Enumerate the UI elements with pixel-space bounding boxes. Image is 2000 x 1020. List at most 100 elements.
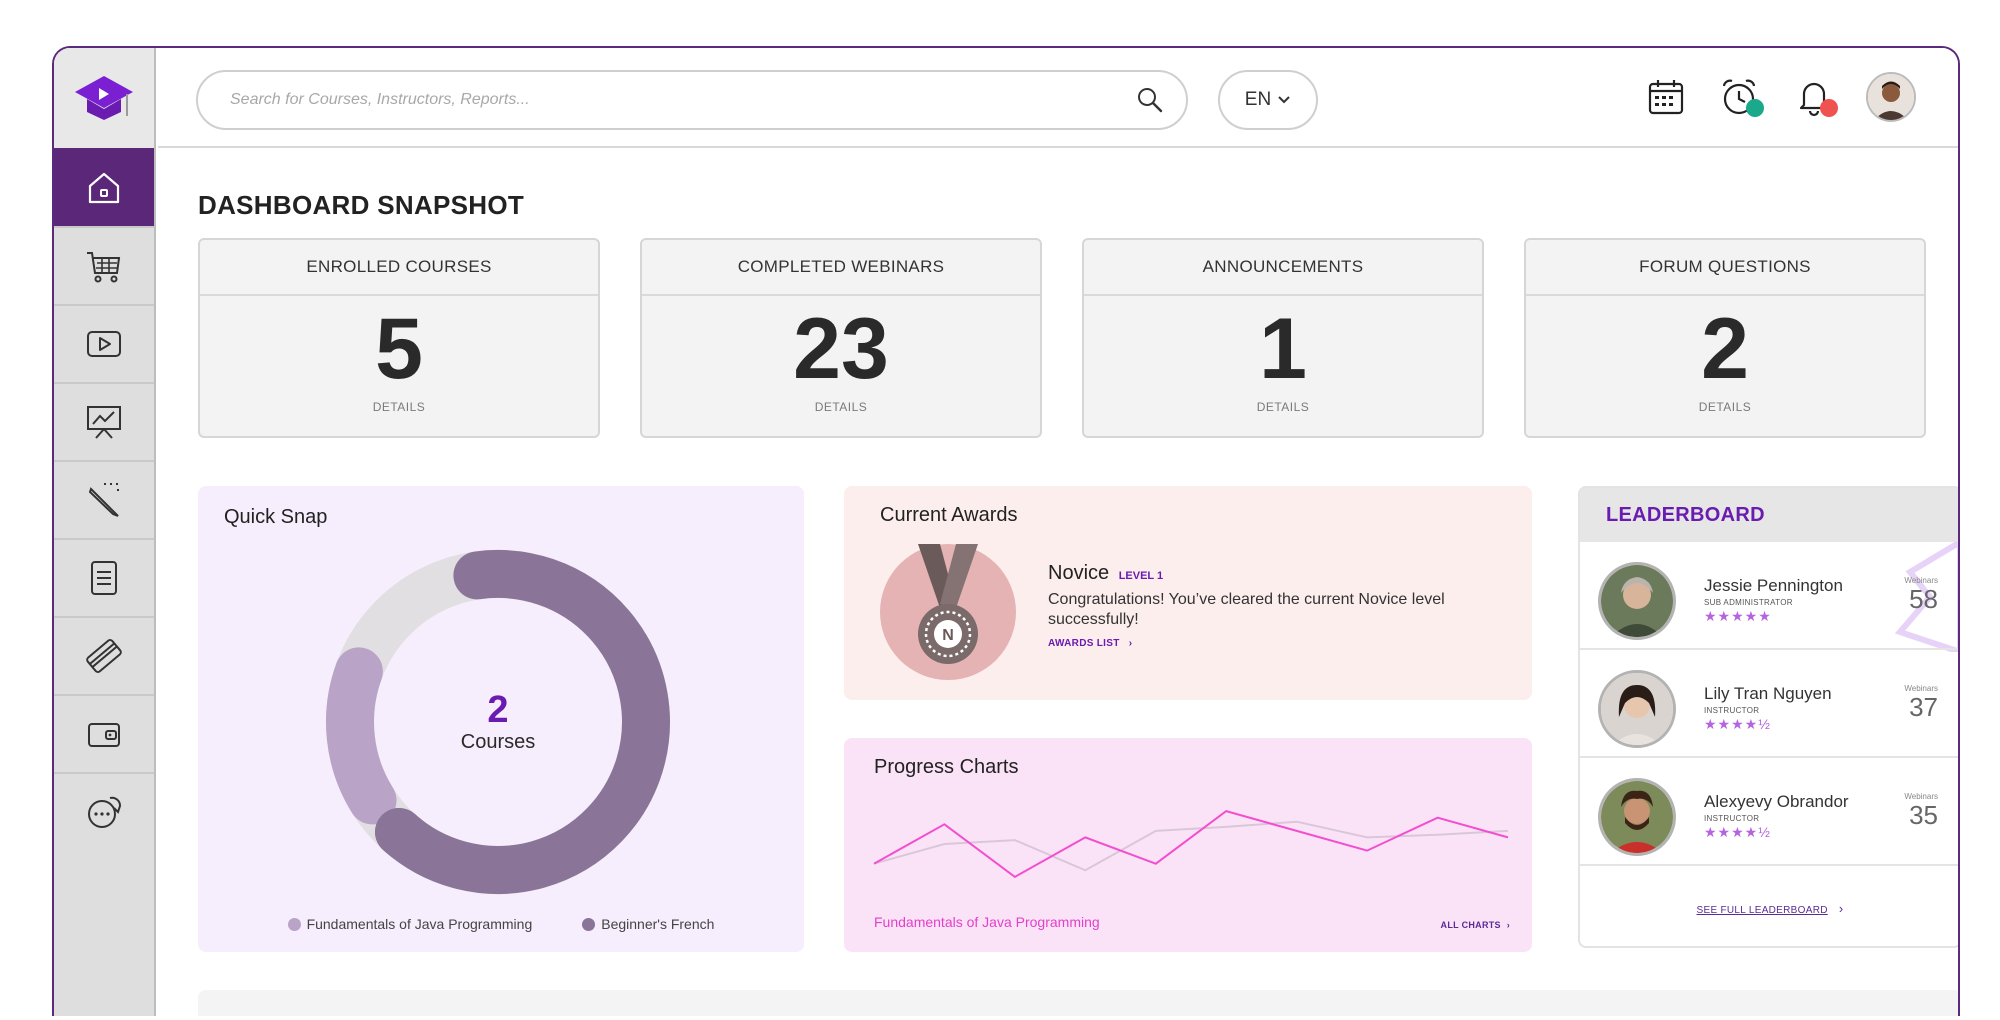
alarm-button[interactable] [1718,75,1764,119]
leaderboard-role: INSTRUCTOR [1704,814,1760,823]
language-selector[interactable]: EN [1218,70,1318,130]
stat-card-enrolled-courses[interactable]: ENROLLED COURSES 5 DETAILS [198,238,600,438]
leaderboard-role: SUB ADMINISTRATOR [1704,598,1793,607]
current-awards-panel: Current Awards N Novice LEVEL 1 Congratu… [844,486,1532,700]
wallet-icon [88,723,120,747]
donut-segment-beginners-french-end [375,808,431,863]
leaderboard-row[interactable]: Jessie Pennington SUB ADMINISTRATOR ★★★★… [1580,542,1958,650]
user-photo-icon [1601,673,1673,745]
all-charts-link[interactable]: ALL CHARTS › [1441,920,1510,930]
nav-home[interactable] [54,148,154,226]
score-value: 35 [1909,800,1938,830]
donut-legend: Fundamentals of Java Programming Beginne… [198,916,804,932]
presentation-chart-icon [87,406,121,439]
video-play-icon [87,331,121,357]
quick-snap-panel: Quick Snap 2 Courses Fundamentals of Jav… [198,486,804,952]
score-value: 58 [1909,584,1938,614]
top-actions [1644,72,1916,122]
stat-card-forum-questions[interactable]: FORUM QUESTIONS 2 DETAILS [1524,238,1926,438]
stat-details-link[interactable]: DETAILS [814,400,868,414]
nav-assignments[interactable] [54,460,154,538]
award-level: LEVEL 1 [1118,570,1164,582]
chevron-right-icon: › [1506,920,1510,930]
user-avatar[interactable] [1866,72,1916,122]
stat-card-completed-webinars[interactable]: COMPLETED WEBINARS 23 DETAILS [640,238,1042,438]
nav-documents[interactable] [54,538,154,616]
all-charts-label: ALL CHARTS [1440,920,1501,930]
leaderboard-avatar [1598,562,1676,640]
user-photo-icon [1601,781,1673,853]
sidebar [54,48,156,1016]
leaderboard-name: Alexyevy Obrandor [1704,792,1849,811]
logo[interactable] [54,48,154,148]
calendar-button[interactable] [1644,75,1688,119]
courses-donut-chart: 2 Courses [326,549,670,894]
search-input[interactable] [230,91,1136,109]
legend-label: Beginner's French [601,916,715,932]
score-value: 37 [1909,692,1938,722]
notification-badge [1820,99,1838,117]
nav-wallet[interactable] [54,694,154,772]
search-icon[interactable] [1136,86,1164,114]
chevron-down-icon [1278,96,1290,104]
rating-stars: ★★★★½ [1704,824,1771,840]
series-line-comparison [873,820,1509,872]
score-label: Webinars [1904,684,1938,693]
stat-card-announcements[interactable]: ANNOUNCEMENTS 1 DETAILS [1082,238,1484,438]
main-content: DASHBOARD SNAPSHOT ENROLLED COURSES 5 DE… [158,150,1958,1016]
page-title: DASHBOARD SNAPSHOT [198,190,525,220]
awards-list-label: AWARDS LIST [1048,638,1120,649]
award-message: Congratulations! You’ve cleared the curr… [1048,591,1445,628]
calendar-icon [1648,80,1684,115]
document-icon [91,561,117,595]
leaderboard-role: INSTRUCTOR [1704,706,1760,715]
search-bar[interactable] [196,70,1188,130]
leaderboard-avatar [1598,670,1676,748]
stat-details-link[interactable]: DETAILS [1256,400,1310,414]
user-photo-icon [1601,565,1673,637]
nav-billing[interactable] [54,616,154,694]
nav-chat[interactable] [54,772,154,850]
home-icon [88,172,120,204]
score-label: Webinars [1904,576,1938,585]
language-value: EN [1244,89,1272,110]
nav-videos[interactable] [54,304,154,382]
series-line-java-programming [873,810,1509,879]
chat-support-icon [88,796,121,828]
leaderboard-row[interactable]: Alexyevy Obrandor INSTRUCTOR ★★★★½ Webin… [1580,758,1958,866]
donut-segment-beginners-french[interactable] [375,549,670,894]
awards-list-link[interactable]: AWARDS LIST › [1048,638,1132,649]
see-full-leaderboard-link[interactable]: SEE FULL LEADERBOARD [1696,905,1828,916]
stat-value: 1 [1259,301,1307,397]
rating-stars: ★★★★½ [1704,716,1771,732]
top-bar: EN [158,48,1958,148]
stat-details-link[interactable]: DETAILS [1698,400,1752,414]
donut-segment-java-programming[interactable] [326,647,397,825]
leaderboard-avatar [1598,778,1676,856]
nav-reports[interactable] [54,382,154,460]
user-photo-icon [1868,74,1914,120]
leaderboard-row[interactable]: Lily Tran Nguyen INSTRUCTOR ★★★★½ Webina… [1580,650,1958,758]
stat-label: ENROLLED COURSES [200,240,598,296]
star-decoration-icon [1894,542,1958,652]
alarm-status-dot [1746,99,1764,117]
cart-icon [87,252,121,283]
app-window: EN DASHBOARD SNAPSHOT ENROLLED COURSE [52,46,1960,1016]
medal-letter: N [942,627,954,644]
nav-shop[interactable] [54,226,154,304]
awards-title: Current Awards [880,504,1018,526]
stat-label: FORUM QUESTIONS [1526,240,1924,296]
progress-charts-panel: Progress Charts Fundamentals of Java Pro… [844,738,1532,952]
stat-label: COMPLETED WEBINARS [642,240,1040,296]
credit-card-icon [86,639,122,673]
score-label: Webinars [1904,792,1938,801]
medal-icon: N [880,544,1016,680]
leaderboard-footer: SEE FULL LEADERBOARD › [1580,901,1958,916]
donut-center-label: Courses [461,731,535,753]
pencil-icon [88,483,119,517]
leaderboard-name: Lily Tran Nguyen [1704,684,1832,703]
stat-details-link[interactable]: DETAILS [372,400,426,414]
notifications-button[interactable] [1792,75,1838,119]
progress-title: Progress Charts [874,756,1019,778]
stat-value: 5 [375,301,423,397]
